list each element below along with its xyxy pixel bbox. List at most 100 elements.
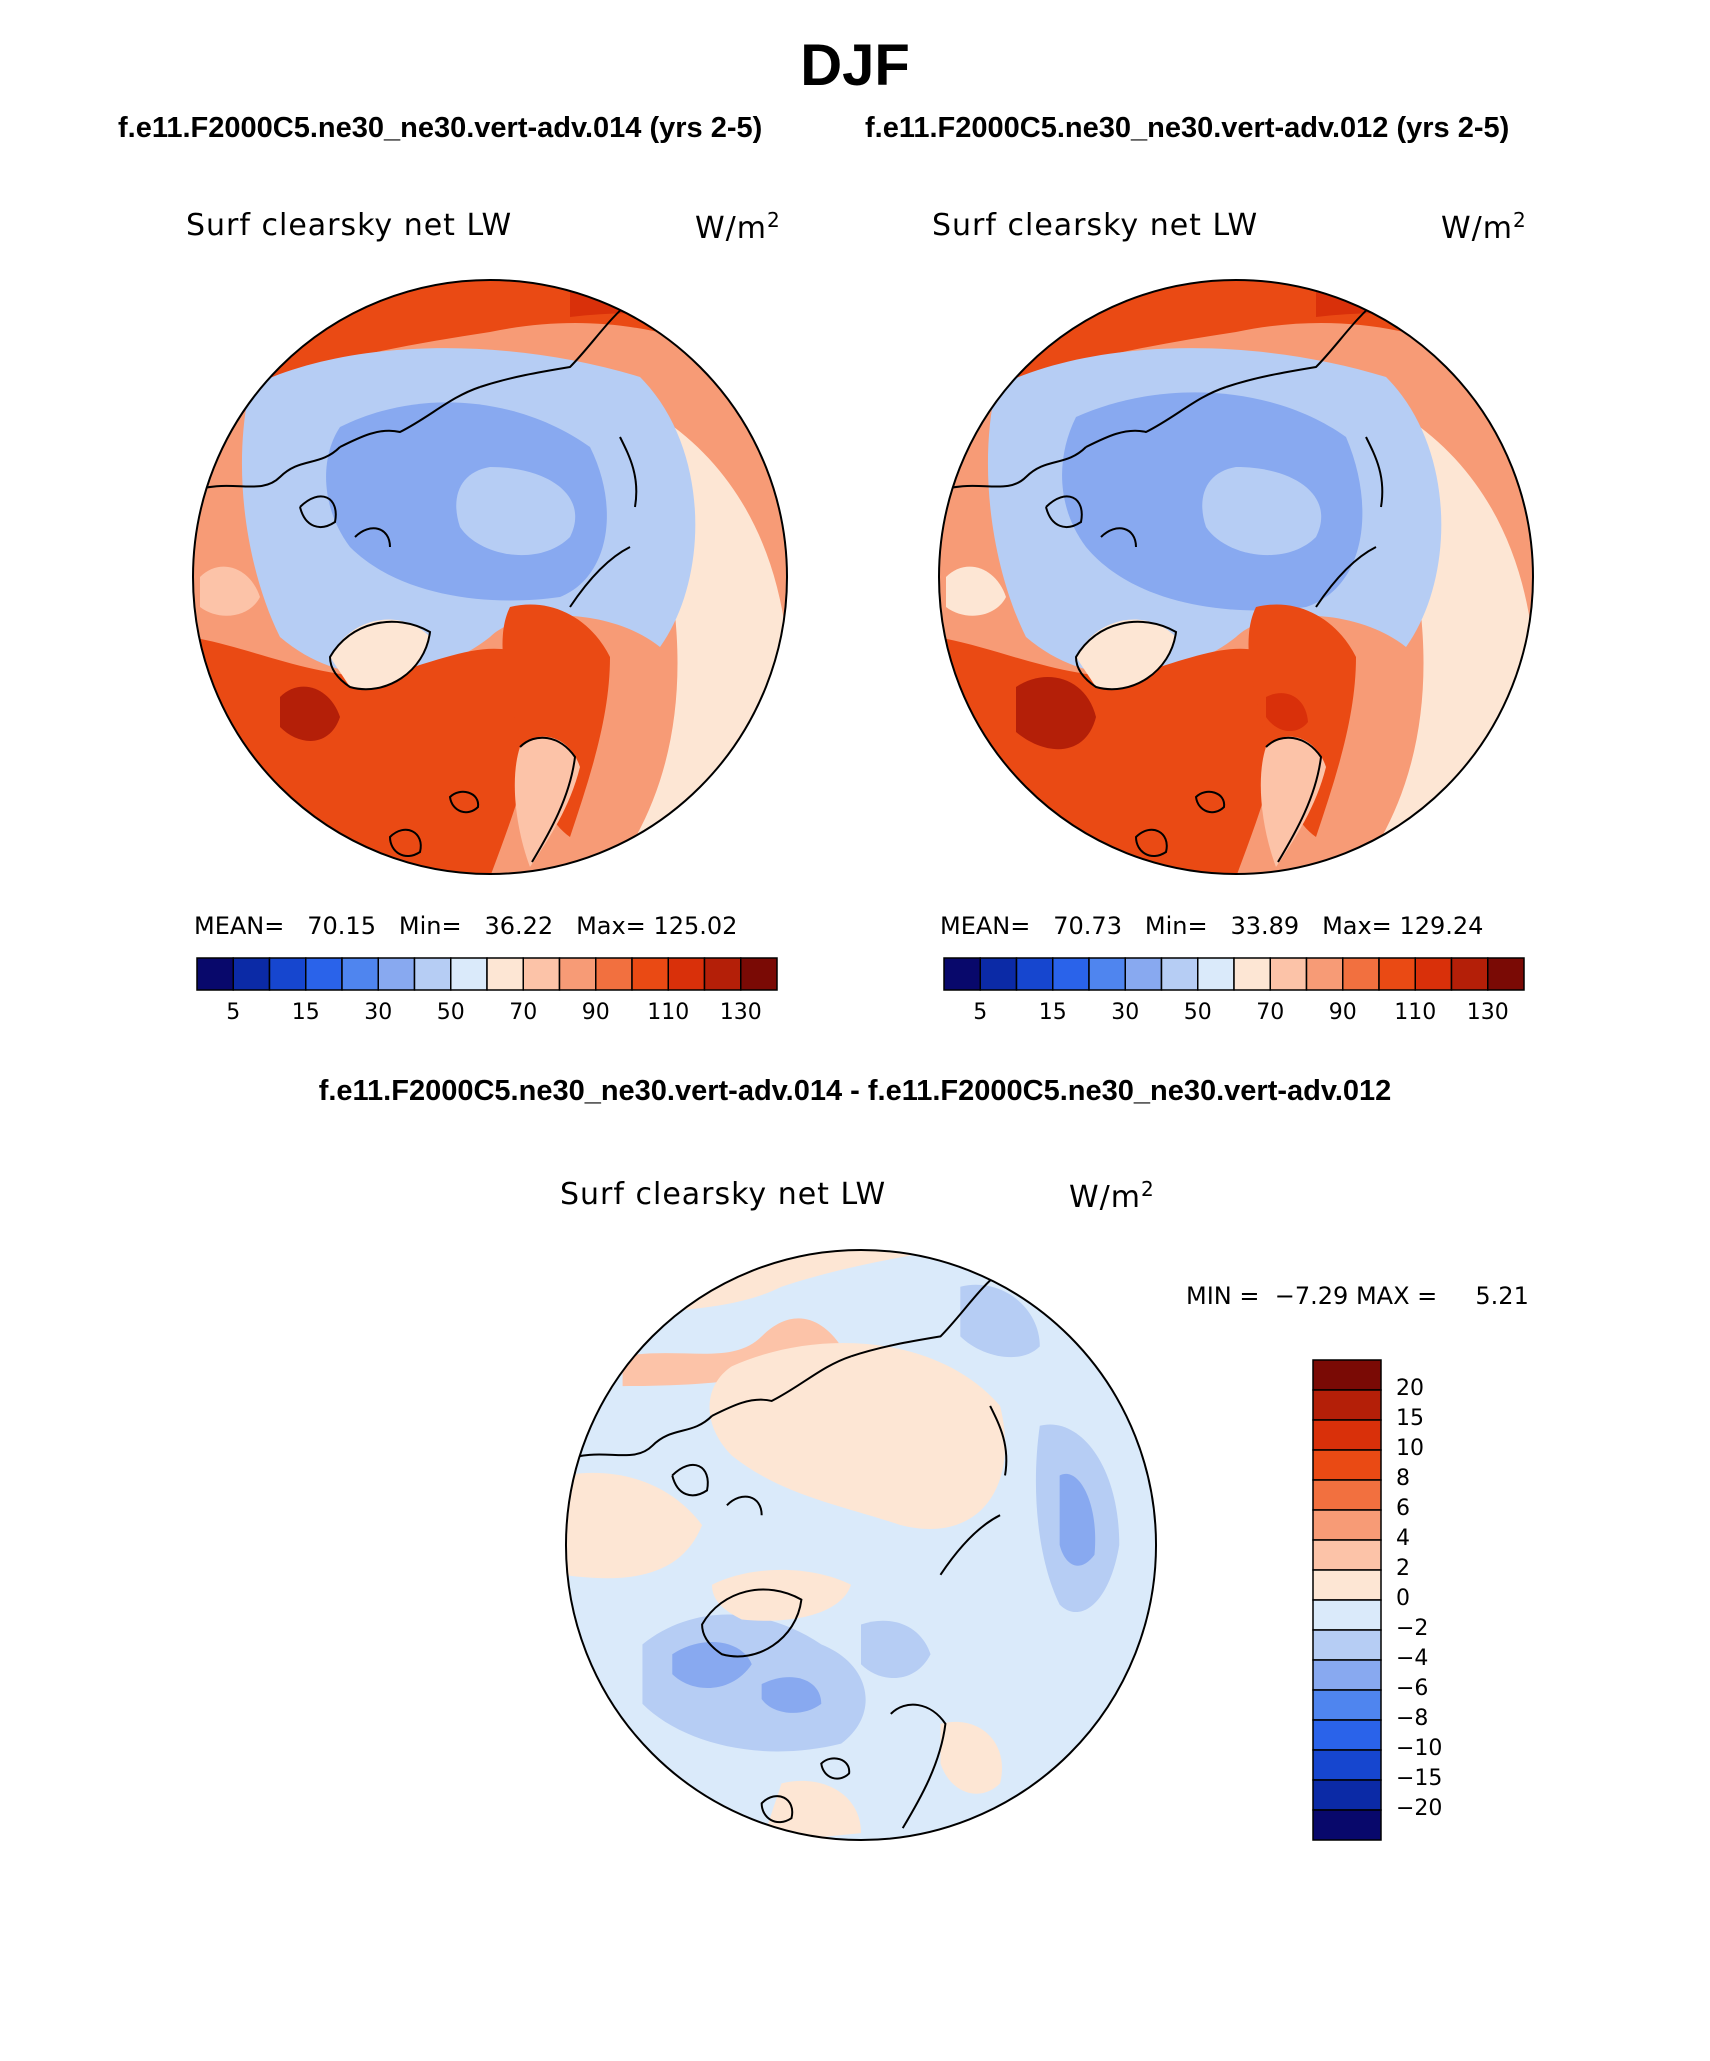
colorbar-swatch (1160, 957, 1199, 991)
colorbar-swatch (232, 957, 271, 991)
colorbar-swatch (1312, 1449, 1382, 1481)
colorbar-swatch (1269, 957, 1308, 991)
colorbar-swatch (305, 957, 343, 991)
colorbar-tick-label: 130 (719, 1000, 762, 1025)
colorbar-tick-label: 20 (1396, 1376, 1424, 1401)
colorbar-swatch (1312, 1419, 1382, 1451)
variable-label-left: Surf clearsky net LW (186, 208, 513, 243)
diff-min-max: MIN = −7.29 MAX = 5.21 (1186, 1282, 1529, 1310)
colorbar-swatch (1312, 1539, 1382, 1571)
colorbar-swatch (1312, 1479, 1382, 1511)
colorbar-swatch (1414, 957, 1453, 991)
colorbar-swatch (1312, 1569, 1382, 1601)
colorbar-swatch (522, 957, 561, 991)
colorbar-swatch (1312, 1689, 1382, 1721)
colorbar-tick-label: 30 (1111, 1000, 1140, 1025)
stats-left: MEAN= 70.15 Min= 36.22 Max= 125.02 (194, 912, 738, 940)
colorbar-right-labels: 5 15 30 50 70 90 110 130 (944, 1000, 1524, 1030)
colorbar-tick-label: 4 (1396, 1526, 1410, 1551)
colorbar-swatch (1197, 957, 1235, 991)
colorbar-difference-labels: 20 15 10 8 6 4 2 0 −2 −4 −6 −8 −10 −15 −20 (1396, 1360, 1516, 1840)
colorbar-tick-label: −15 (1396, 1766, 1443, 1791)
colorbar-swatch (1052, 957, 1090, 991)
colorbar-tick-label: 5 (226, 1000, 241, 1025)
colorbar-tick-label: 10 (1396, 1436, 1424, 1461)
colorbar-difference (1312, 1359, 1382, 1841)
colorbar-swatch (1015, 957, 1054, 991)
colorbar-tick-label: 70 (1256, 1000, 1285, 1025)
colorbar-swatch (1305, 957, 1344, 991)
colorbar-swatch (1378, 957, 1416, 991)
colorbar-swatch (1450, 957, 1489, 991)
colorbar-swatch (631, 957, 669, 991)
polar-map-difference (564, 1248, 1158, 1842)
colorbar-tick-label: 2 (1396, 1556, 1410, 1581)
colorbar-tick-label: −4 (1396, 1646, 1429, 1671)
colorbar-swatch (1312, 1779, 1382, 1811)
colorbar-swatch (943, 957, 981, 991)
colorbar-tick-label: 30 (364, 1000, 393, 1025)
colorbar-tick-label: 90 (1328, 1000, 1357, 1025)
colorbar-swatch (1124, 957, 1163, 991)
colorbar-swatch (667, 957, 706, 991)
colorbar-swatch (1312, 1749, 1382, 1781)
colorbar-swatch (595, 957, 633, 991)
difference-title: f.e11.F2000C5.ne30_ne30.vert-adv.014 - f… (318, 1075, 1392, 1107)
colorbar-swatch (703, 957, 742, 991)
colorbar-swatch (486, 957, 524, 991)
colorbar-right (943, 957, 1525, 991)
season-title: DJF (800, 33, 910, 98)
colorbar-swatch (558, 957, 597, 991)
case-title-right: f.e11.F2000C5.ne30_ne30.vert-adv.012 (yr… (865, 112, 1510, 144)
colorbar-swatch (268, 957, 307, 991)
colorbar-tick-label: 6 (1396, 1496, 1410, 1521)
colorbar-swatch (1312, 1509, 1382, 1541)
colorbar-swatch (740, 957, 778, 991)
colorbar-tick-label: 0 (1396, 1586, 1410, 1611)
colorbar-swatch (377, 957, 416, 991)
colorbar-swatch (1312, 1359, 1382, 1391)
colorbar-tick-label: 130 (1466, 1000, 1509, 1025)
case-title-left: f.e11.F2000C5.ne30_ne30.vert-adv.014 (yr… (118, 112, 763, 144)
colorbar-tick-label: 50 (1183, 1000, 1212, 1025)
colorbar-swatch (1312, 1629, 1382, 1661)
colorbar-swatch (1312, 1809, 1382, 1841)
colorbar-swatch (450, 957, 488, 991)
colorbar-tick-label: −20 (1396, 1796, 1443, 1821)
units-label-right: W/m2 (1441, 208, 1527, 246)
polar-map-left (192, 279, 788, 875)
colorbar-swatch (1312, 1659, 1382, 1691)
colorbar-tick-label: 90 (581, 1000, 610, 1025)
stats-right: MEAN= 70.73 Min= 33.89 Max= 129.24 (940, 912, 1484, 940)
colorbar-tick-label: 70 (509, 1000, 538, 1025)
colorbar-tick-label: 15 (1396, 1406, 1424, 1431)
colorbar-tick-label: 15 (291, 1000, 320, 1025)
colorbar-tick-label: 8 (1396, 1466, 1410, 1491)
colorbar-tick-label: −10 (1396, 1736, 1443, 1761)
colorbar-swatch (1342, 957, 1380, 991)
colorbar-swatch (1312, 1389, 1382, 1421)
colorbar-swatch (413, 957, 452, 991)
colorbar-tick-label: 110 (1394, 1000, 1437, 1025)
colorbar-tick-label: 110 (647, 1000, 690, 1025)
units-label-diff: W/m2 (1069, 1177, 1155, 1215)
colorbar-swatch (1233, 957, 1271, 991)
colorbar-swatch (1312, 1599, 1382, 1631)
colorbar-swatch (341, 957, 379, 991)
colorbar-tick-label: 5 (973, 1000, 988, 1025)
colorbar-tick-label: 50 (436, 1000, 465, 1025)
colorbar-tick-label: −8 (1396, 1706, 1429, 1731)
colorbar-tick-label: −2 (1396, 1616, 1429, 1641)
colorbar-tick-label: 15 (1038, 1000, 1067, 1025)
colorbar-swatch (196, 957, 234, 991)
colorbar-tick-label: −6 (1396, 1676, 1429, 1701)
colorbar-left-labels: 5 15 30 50 70 90 110 130 (197, 1000, 777, 1030)
colorbar-swatch (979, 957, 1018, 991)
colorbar-swatch (1312, 1719, 1382, 1751)
colorbar-left (196, 957, 778, 991)
colorbar-swatch (1088, 957, 1126, 991)
colorbar-swatch (1487, 957, 1525, 991)
variable-label-right: Surf clearsky net LW (932, 208, 1259, 243)
units-label-left: W/m2 (695, 208, 781, 246)
variable-label-diff: Surf clearsky net LW (560, 1177, 887, 1212)
